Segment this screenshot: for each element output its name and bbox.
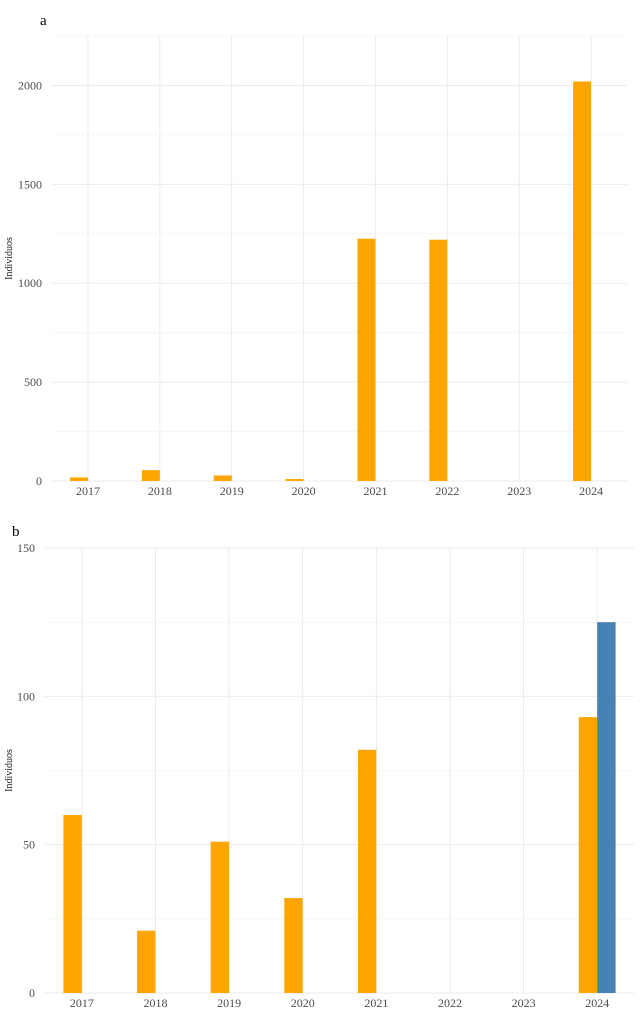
y-tick-label: 0 [29,986,35,1000]
bar-b-2024-s2 [597,622,616,993]
y-tick-label: 1000 [18,276,42,290]
x-tick-label: 2018 [148,484,172,498]
x-tick-label: 2018 [143,996,167,1010]
chart-panel-b: 0 50 100 150 2017 2018 2019 2020 2021 2022 2023 202… [4,524,634,1010]
bar-b-2018-s1 [137,930,156,993]
x-tick-label: 2023 [507,484,531,498]
bar-b-2021-s1 [357,749,377,993]
bar-b-2020-s1 [284,898,303,993]
x-tick-label: 2020 [292,484,316,498]
y-tick-label: 0 [36,474,42,488]
x-tick-label: 2020 [291,996,315,1010]
x-tick-label: 2019 [217,996,241,1010]
x-tick-label: 2021 [364,996,388,1010]
bar-a-2022-s1 [429,239,448,481]
bar-b-2019-s1 [210,841,230,993]
bar-a-2019-s1 [213,475,232,481]
y-axis-label: Individuos [4,237,15,280]
y-tick-label: 1500 [18,177,42,191]
y-tick-label: 150 [17,541,35,555]
x-tick-label: 2017 [70,996,94,1010]
x-tick-label: 2021 [363,484,387,498]
panel-label: b [12,524,20,540]
x-tick-label: 2022 [435,484,459,498]
chart-panel-a: 0 500 1000 1500 2000 2017 2018 2019 2020 2021 2022… [4,13,627,498]
bar-b-2017-s1 [63,815,82,993]
x-tick-label: 2023 [512,996,536,1010]
panel-label: a [40,13,47,29]
x-tick-label: 2019 [220,484,244,498]
bar-a-2017-s1 [69,477,88,481]
x-tick-label: 2024 [579,484,603,498]
y-tick-label: 2000 [18,78,42,92]
bar-a-2021-s1 [357,238,376,481]
bar-b-2024-s1 [578,717,598,993]
x-tick-label: 2017 [76,484,100,498]
x-tick-label: 2022 [438,996,462,1010]
bar-a-2024-s1 [573,81,592,481]
y-axis-label: Individuos [4,749,15,792]
y-tick-label: 500 [24,375,42,389]
y-tick-label: 100 [17,689,35,703]
y-tick-label: 50 [23,838,35,852]
bar-a-2020-s1 [285,479,304,481]
bar-a-2018-s1 [141,470,160,481]
x-tick-label: 2024 [585,996,609,1010]
